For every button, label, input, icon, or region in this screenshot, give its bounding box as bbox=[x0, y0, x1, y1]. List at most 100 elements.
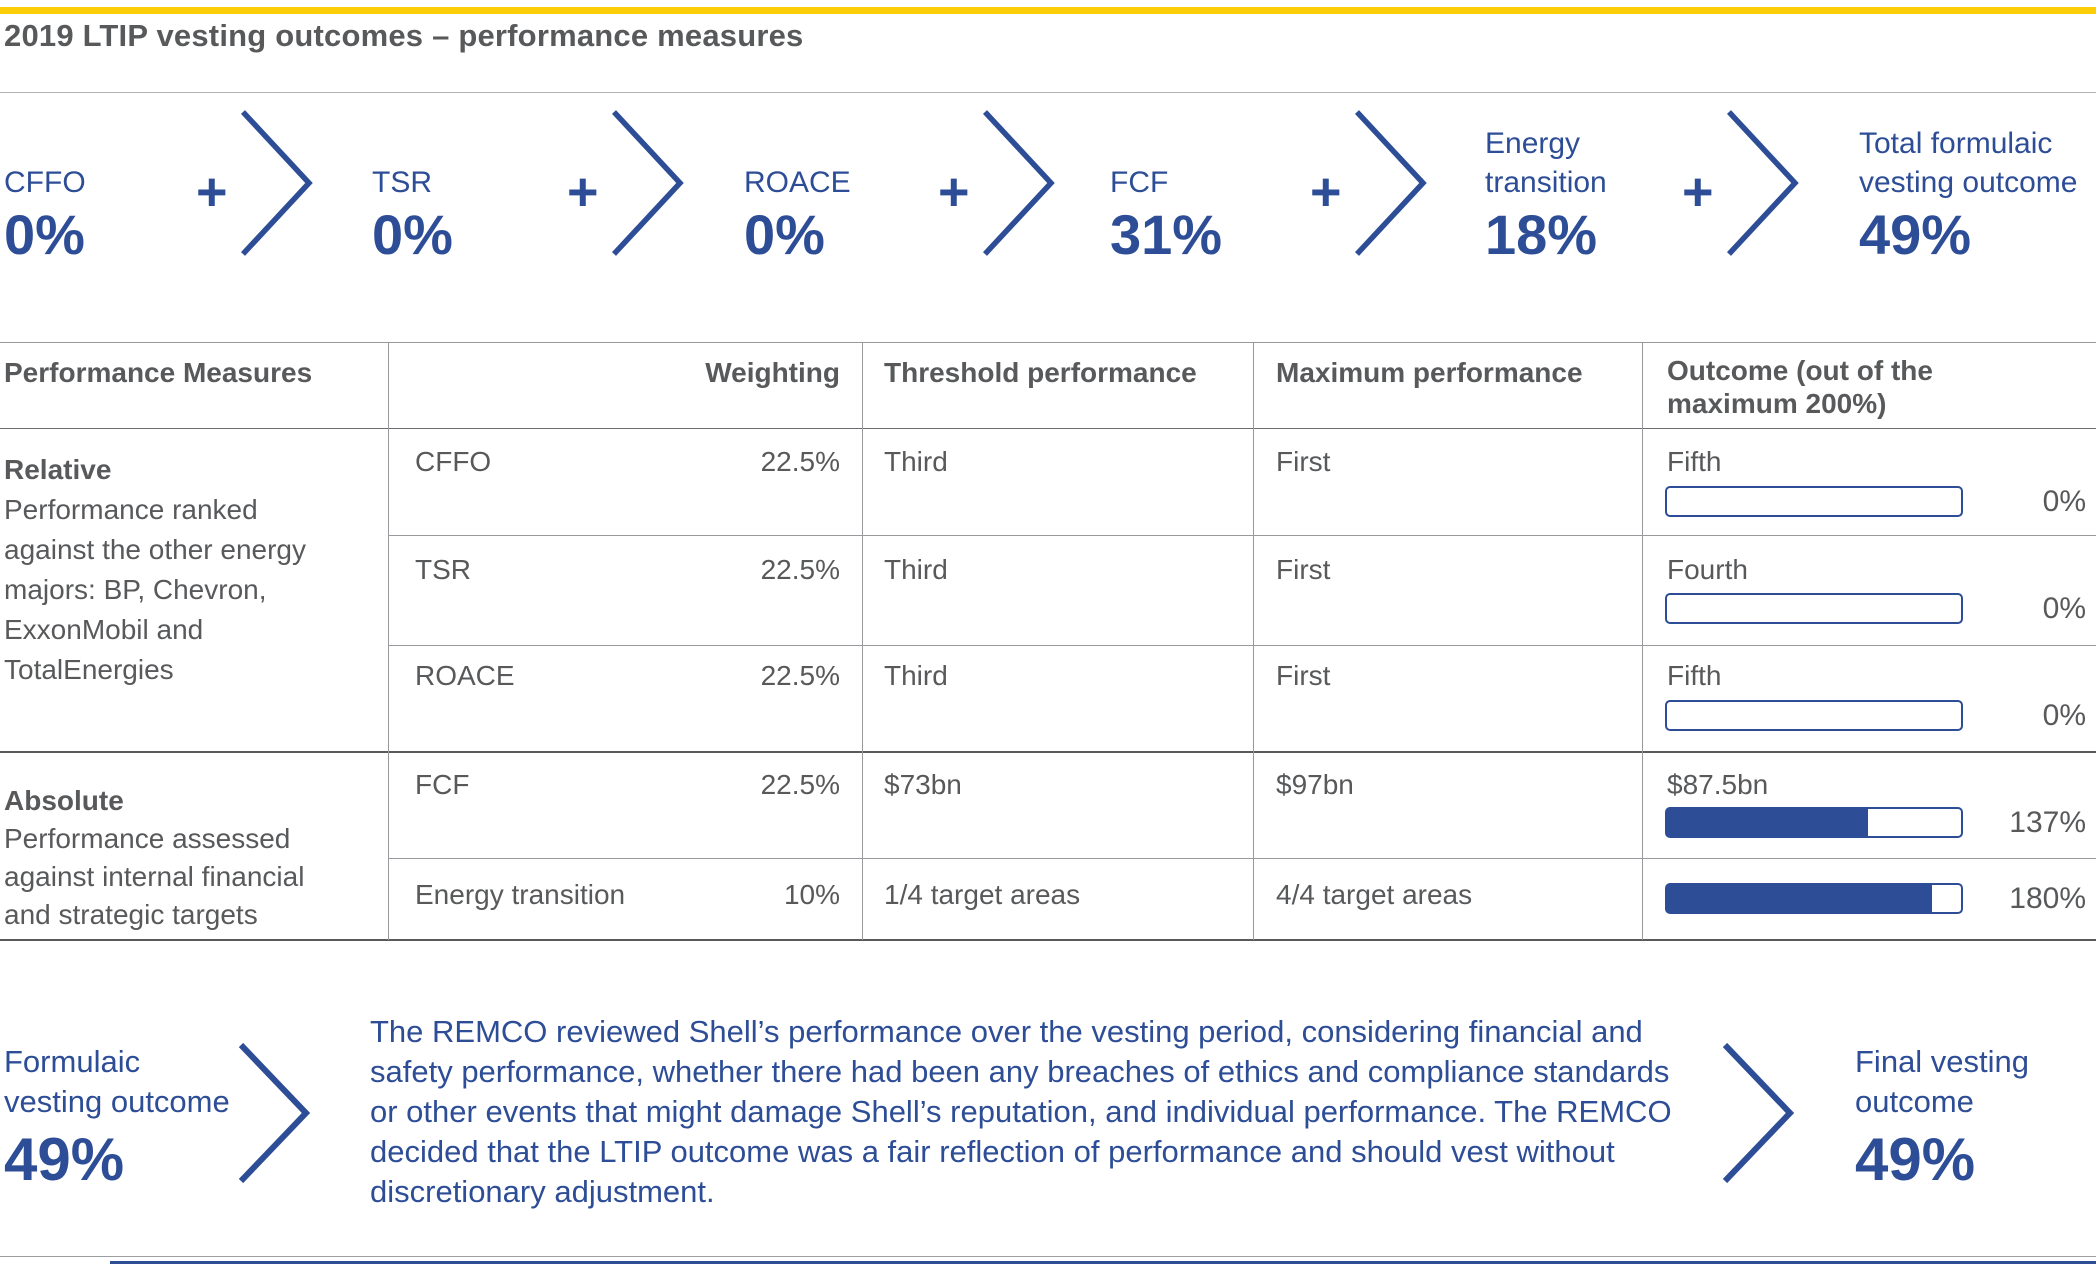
group-name: Absolute bbox=[4, 785, 124, 816]
chevron-right-icon bbox=[982, 110, 1055, 256]
flow-item-label: Energy transition bbox=[1485, 127, 1607, 199]
flow-item-fcf: FCF 31% bbox=[1110, 98, 1222, 266]
flow-item-value: 18% bbox=[1485, 203, 1598, 266]
cell-outcome-pct: 0% bbox=[2042, 485, 2086, 518]
cell-weighting: 22.5% bbox=[760, 554, 840, 585]
row-divider bbox=[388, 858, 2096, 859]
flow-item-label: CFFO bbox=[4, 166, 86, 199]
cell-weighting: 22.5% bbox=[760, 769, 840, 800]
flow-item-value: 31% bbox=[1110, 203, 1223, 266]
row-divider bbox=[388, 535, 2096, 536]
section-divider bbox=[0, 751, 2096, 753]
column-header-measures: Performance Measures bbox=[4, 357, 313, 388]
flow-connector: + bbox=[567, 108, 687, 258]
column-divider bbox=[388, 342, 389, 940]
table-top-border bbox=[0, 342, 2096, 343]
flow-connector: + bbox=[196, 108, 316, 258]
brand-accent-bar bbox=[0, 7, 2096, 14]
flow-item-roace: ROACE 0% bbox=[744, 98, 851, 266]
outcome-bar bbox=[1665, 486, 1963, 517]
cell-threshold: Third bbox=[884, 446, 948, 477]
flow-item-value: 0% bbox=[372, 203, 453, 266]
bottom-accent-line bbox=[110, 1261, 2096, 1264]
title-divider bbox=[0, 92, 2096, 93]
chevron-right-icon bbox=[238, 1042, 311, 1184]
flow-item-value: 0% bbox=[744, 203, 825, 266]
cell-outcome-label: $87.5bn bbox=[1667, 769, 1769, 800]
column-divider bbox=[1253, 342, 1254, 940]
outcome-bar bbox=[1665, 807, 1963, 838]
flow-item-label: FCF bbox=[1110, 166, 1169, 199]
cell-threshold: Third bbox=[884, 660, 948, 691]
flow-item-cffo: CFFO 0% bbox=[4, 98, 86, 266]
table-bottom-border bbox=[0, 939, 2096, 941]
chevron-right-icon bbox=[240, 110, 313, 256]
flow-connector: + bbox=[1310, 108, 1430, 258]
column-header-outcome: Outcome (out of the maximum 200%) bbox=[1667, 355, 1933, 419]
group-description: Performance assessed against internal fi… bbox=[4, 823, 305, 930]
chevron-right-icon bbox=[1722, 1042, 1795, 1184]
cell-maximum: First bbox=[1276, 660, 1331, 691]
page-title: 2019 LTIP vesting outcomes – performance… bbox=[4, 18, 804, 53]
group-relative: Relative Performance ranked against the … bbox=[4, 450, 374, 690]
cell-outcome-label: Fifth bbox=[1667, 660, 1722, 691]
flow-connector: + bbox=[1682, 108, 1802, 258]
column-header-weighting: Weighting bbox=[705, 357, 840, 388]
cell-maximum: $97bn bbox=[1276, 769, 1354, 800]
final-outcome-label: Final vesting outcome bbox=[1855, 1044, 2030, 1119]
outcome-bar-fill bbox=[1667, 885, 1932, 912]
row-divider bbox=[388, 645, 2096, 646]
chevron-right-icon bbox=[611, 110, 684, 256]
flow-item-label: ROACE bbox=[744, 166, 851, 199]
formulaic-outcome-label: Formulaic vesting outcome bbox=[4, 1044, 230, 1119]
final-outcome-block: Final vesting outcome 49% bbox=[1855, 1042, 2029, 1192]
cell-measure: CFFO bbox=[415, 446, 492, 477]
formulaic-outcome-block: Formulaic vesting outcome 49% bbox=[4, 1042, 230, 1192]
formulaic-outcome-value: 49% bbox=[4, 1126, 125, 1193]
flow-item-energy-transition: Energy transition 18% bbox=[1485, 98, 1607, 266]
cell-outcome-pct: 0% bbox=[2042, 699, 2086, 732]
cell-measure: ROACE bbox=[415, 660, 515, 691]
flow-item-value: 49% bbox=[1859, 203, 1972, 266]
group-description: Performance ranked against the other ene… bbox=[4, 494, 306, 685]
cell-measure: TSR bbox=[415, 554, 471, 585]
chevron-right-icon bbox=[1726, 110, 1799, 256]
cell-outcome-pct: 137% bbox=[2009, 806, 2086, 839]
cell-maximum: 4/4 target areas bbox=[1276, 879, 1473, 910]
plus-icon: + bbox=[1682, 162, 1714, 222]
cell-threshold: 1/4 target areas bbox=[884, 879, 1081, 910]
flow-item-value: 0% bbox=[4, 203, 85, 266]
outcome-bar-fill bbox=[1667, 809, 1869, 836]
outcome-bar bbox=[1665, 700, 1963, 731]
cell-outcome-label: Fifth bbox=[1667, 446, 1722, 477]
plus-icon: + bbox=[1310, 162, 1342, 222]
final-outcome-value: 49% bbox=[1855, 1126, 1976, 1193]
group-name: Relative bbox=[4, 454, 112, 485]
chevron-right-icon bbox=[1354, 110, 1427, 256]
cell-outcome-pct: 0% bbox=[2042, 592, 2086, 625]
cell-weighting: 22.5% bbox=[760, 446, 840, 477]
remco-review-text: The REMCO reviewed Shell’s performance o… bbox=[370, 1014, 1672, 1209]
cell-outcome-pct: 180% bbox=[2009, 882, 2086, 915]
flow-item-label: TSR bbox=[372, 166, 432, 199]
plus-icon: + bbox=[567, 162, 599, 222]
flow-item-label: Total formulaic vesting outcome bbox=[1859, 127, 2078, 199]
cell-threshold: $73bn bbox=[884, 769, 962, 800]
column-header-maximum: Maximum performance bbox=[1276, 357, 1583, 388]
cell-outcome-label: Fourth bbox=[1667, 554, 1748, 585]
header-bottom-border bbox=[0, 428, 2096, 429]
cell-weighting: 10% bbox=[783, 879, 840, 910]
flow-item-tsr: TSR 0% bbox=[372, 98, 453, 266]
outcome-bar bbox=[1665, 883, 1963, 914]
bottom-divider bbox=[0, 1256, 2096, 1257]
plus-icon: + bbox=[938, 162, 970, 222]
group-absolute: Absolute Performance assessed against in… bbox=[4, 782, 374, 934]
outcome-bar bbox=[1665, 593, 1963, 624]
column-header-threshold: Threshold performance bbox=[884, 357, 1197, 388]
flow-item-total-formulaic: Total formulaic vesting outcome 49% bbox=[1859, 98, 2077, 266]
cell-maximum: First bbox=[1276, 554, 1331, 585]
cell-maximum: First bbox=[1276, 446, 1331, 477]
flow-connector: + bbox=[938, 108, 1058, 258]
column-divider bbox=[862, 342, 863, 940]
